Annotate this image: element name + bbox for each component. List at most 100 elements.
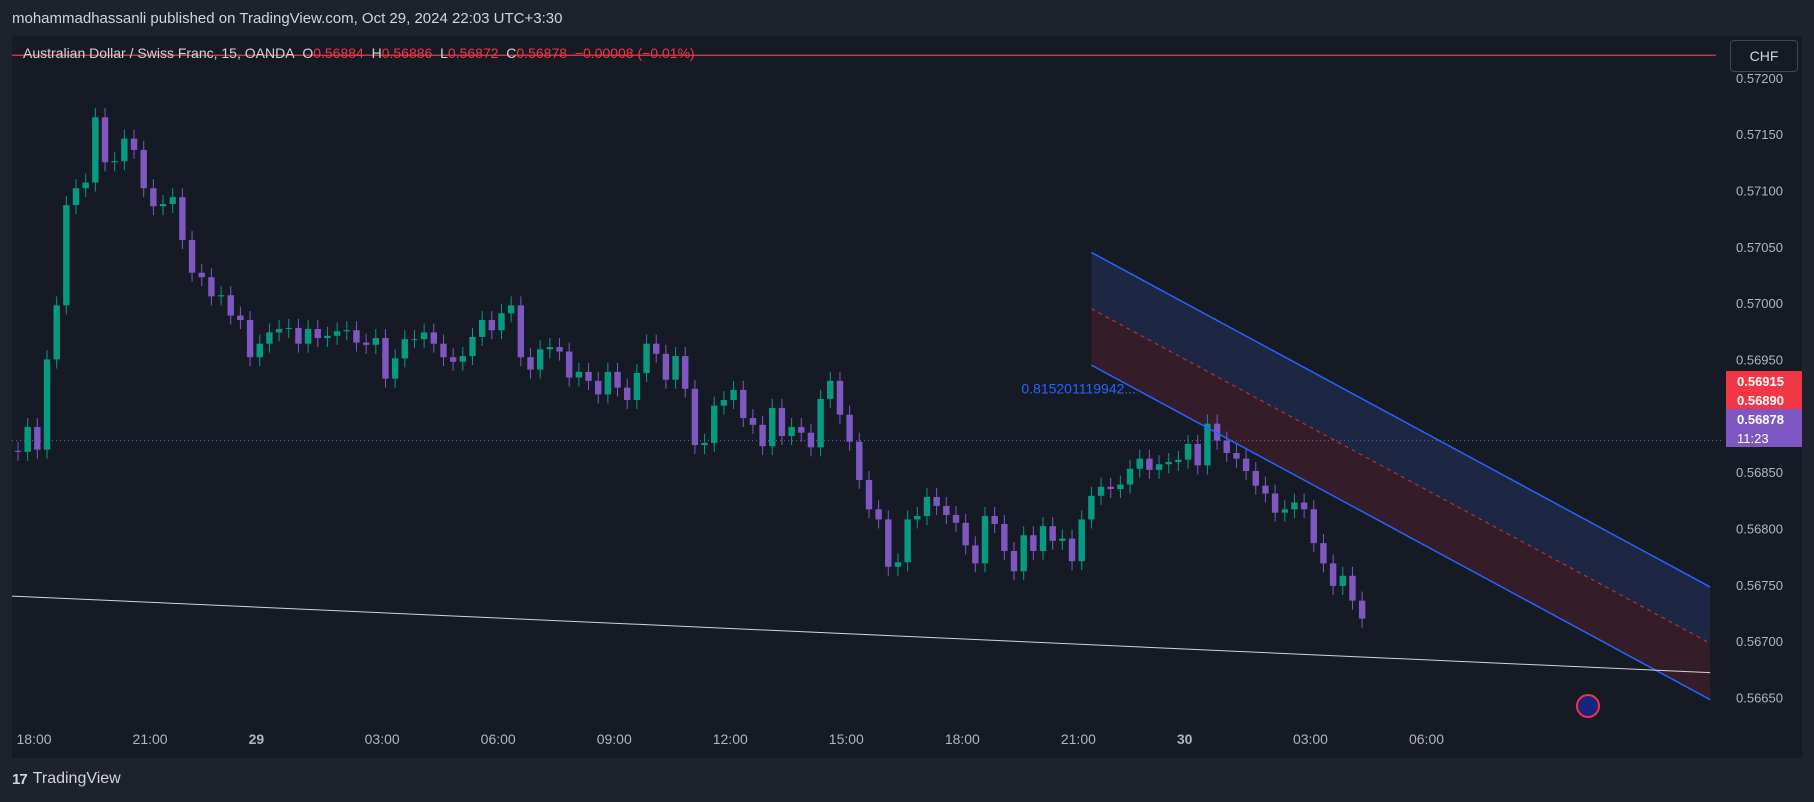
candle-body: [1136, 458, 1143, 469]
candle-body: [672, 356, 679, 380]
candle-body: [991, 516, 998, 524]
candle-body: [1020, 535, 1027, 572]
candle-body: [875, 509, 882, 520]
tradingview-brand[interactable]: 17 TradingView: [12, 770, 121, 788]
candle-body: [159, 203, 167, 207]
candle-body: [1281, 509, 1288, 513]
candle-body: [972, 545, 979, 564]
candle-body: [179, 197, 186, 241]
candle-body: [188, 240, 196, 273]
candle-body: [507, 305, 515, 314]
candle-body: [150, 188, 157, 207]
channel-upper-fill: [1091, 252, 1711, 644]
candle-body: [324, 335, 331, 339]
candle-body: [1252, 471, 1259, 486]
candle-body: [488, 320, 496, 331]
x-tick-label: 21:00: [1061, 731, 1096, 747]
candle-body: [343, 330, 350, 332]
candle-body: [111, 161, 118, 163]
candle-body: [82, 182, 89, 189]
candle-body: [1300, 502, 1308, 510]
candle-body: [1339, 575, 1346, 586]
candle-body: [449, 357, 457, 362]
candle-body: [807, 432, 815, 448]
candle-body: [401, 339, 408, 359]
x-tick-label: 15:00: [829, 731, 864, 747]
candle-body: [846, 414, 853, 442]
candle-body: [1175, 459, 1182, 462]
x-tick-label: 21:00: [133, 731, 168, 747]
candle-body: [614, 371, 621, 388]
y-tick-label: 0.57150: [1736, 127, 1783, 142]
y-tick-label: 0.57100: [1736, 183, 1783, 198]
close-label: C: [506, 45, 517, 61]
y-tick-label: 0.56800: [1736, 521, 1783, 536]
open-value: 0.56884: [313, 45, 364, 61]
x-tick-label: 18:00: [17, 731, 52, 747]
channel-upper-line[interactable]: [1091, 251, 1711, 588]
candle-body: [962, 522, 969, 546]
currency-button[interactable]: CHF: [1730, 40, 1798, 72]
y-tick-label: 0.57000: [1736, 296, 1783, 311]
candle-body: [1078, 519, 1085, 562]
candle-body: [827, 380, 834, 399]
x-tick-label: 29: [249, 731, 265, 747]
candle-body: [836, 380, 844, 415]
candle-body: [430, 332, 438, 344]
price-label-bg: [1726, 390, 1802, 409]
candle-body: [478, 320, 486, 337]
x-tick-label: 03:00: [1293, 731, 1328, 747]
candle-body: [701, 442, 708, 446]
candle-body: [169, 197, 176, 204]
candle-body: [778, 407, 786, 437]
candle-body: [362, 342, 370, 345]
event-flag-icon[interactable]: [1576, 694, 1600, 718]
chart-area[interactable]: [12, 36, 1802, 758]
candle-body: [720, 400, 728, 406]
candle-body: [1030, 535, 1037, 551]
x-tick-label: 06:00: [481, 731, 516, 747]
candle-body: [227, 295, 234, 316]
symbol-name[interactable]: Australian Dollar / Swiss Franc, 15, OAN…: [23, 45, 295, 61]
candle-body: [894, 562, 902, 567]
candle-body: [914, 516, 921, 520]
candle-body: [101, 117, 109, 163]
candle-body: [546, 347, 554, 350]
candle-body: [885, 519, 892, 567]
candle-body: [53, 305, 60, 360]
candle-body: [1117, 484, 1124, 490]
x-tick-label: 18:00: [945, 731, 980, 747]
price-label: 0.56915: [1737, 374, 1784, 389]
candle-body: [72, 188, 80, 206]
candle-body: [275, 329, 283, 333]
channel-lower-line[interactable]: [1091, 364, 1711, 701]
price-label-bg: [1726, 409, 1802, 428]
price-label-bg: [1726, 371, 1802, 390]
price-label: 0.56878: [1737, 412, 1784, 427]
candle-body: [1320, 543, 1327, 564]
trend-line[interactable]: [11, 595, 1711, 674]
candle-body: [198, 272, 205, 278]
x-tick-label: 12:00: [713, 731, 748, 747]
candle-body: [1049, 526, 1056, 541]
publisher-header: mohammadhassanli published on TradingVie…: [0, 0, 1814, 36]
candle-body: [285, 327, 292, 330]
y-tick-label: 0.56650: [1736, 690, 1783, 705]
candle-body: [1059, 538, 1066, 541]
candle-body: [633, 372, 641, 401]
close-value: 0.56878: [516, 45, 568, 61]
candle-body: [130, 138, 138, 150]
candle-body: [711, 405, 718, 443]
candle-body: [1010, 551, 1018, 572]
footer: 17 TradingView: [0, 758, 1814, 802]
candle-body: [24, 427, 31, 452]
candle-body: [943, 505, 950, 515]
candle-body: [759, 424, 766, 447]
candle-body: [585, 371, 592, 381]
y-tick-label: 0.56750: [1736, 578, 1783, 593]
candle-body: [333, 331, 341, 336]
candle-body: [295, 327, 302, 344]
candle-body: [1155, 464, 1163, 470]
candle-body: [140, 149, 147, 189]
